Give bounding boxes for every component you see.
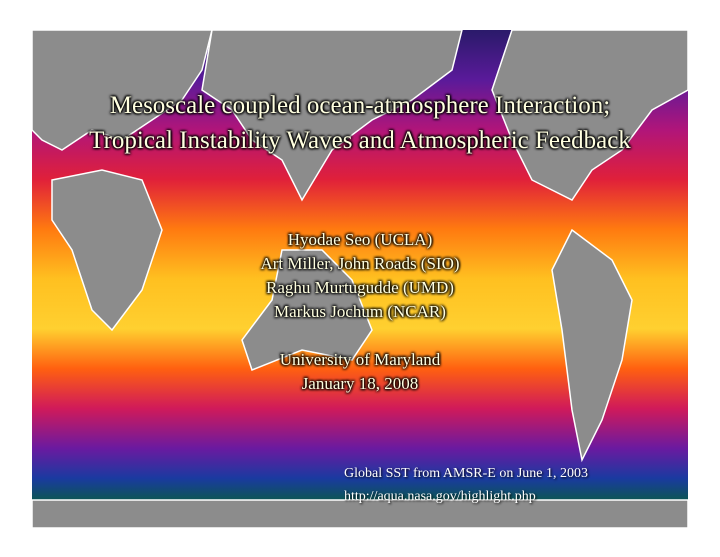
author: Art Miller, John Roads (SIO) (260, 254, 460, 273)
author: Hyodae Seo (UCLA) (287, 230, 433, 249)
title-line: Tropical Instability Waves and Atmospher… (89, 127, 631, 154)
title-line: Mesoscale coupled ocean-atmosphere Inter… (109, 92, 611, 119)
author: Raghu Murtugudde (UMD) (266, 278, 454, 297)
author: Markus Jochum (NCAR) (274, 302, 446, 321)
caption: Global SST from AMSR-E on June 1, 2003 (344, 466, 588, 481)
sst-map (32, 30, 688, 528)
venue: University of Maryland (279, 350, 441, 369)
venue: January 18, 2008 (301, 374, 419, 393)
caption: http://aqua.nasa.gov/highlight.php (344, 489, 536, 504)
